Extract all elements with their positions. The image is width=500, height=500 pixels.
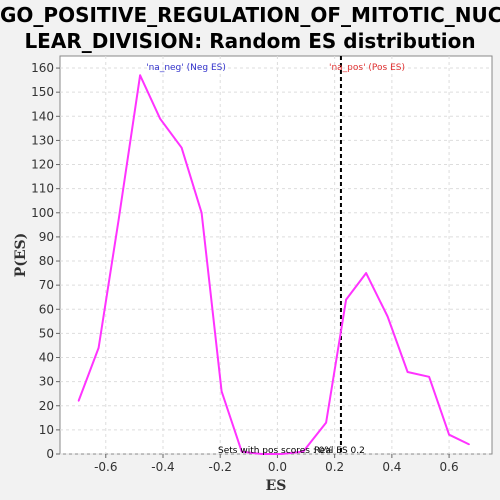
data-point [97,347,100,349]
data-point [220,390,223,393]
data-point [77,400,80,402]
y-tick-label: 40 [39,351,54,365]
x-tick-label: -0.6 [94,460,117,474]
sets-pos-scores-label: Sets with pos scores : 0% [218,446,333,456]
x-axis-title: ES [266,478,287,494]
data-point [468,443,470,446]
chart-title-line1: GO_POSITIVE_REGULATION_OF_MITOTIC_NUC [0,3,500,27]
data-point [345,298,347,301]
y-axis-title: P(ES) [13,233,29,278]
y-tick-label: 150 [31,85,54,99]
data-point [406,371,409,373]
y-tick-label: 70 [39,278,54,292]
es-distribution-line [77,74,470,455]
y-tick-label: 10 [39,423,54,437]
data-point [428,376,430,378]
y-tick-label: 80 [39,254,54,268]
data-point [117,219,120,221]
y-tick-label: 30 [39,375,54,389]
y-tick-label: 140 [31,109,54,123]
y-tick-label: 0 [46,447,54,461]
data-point [240,450,243,453]
data-point [386,315,389,318]
x-tick-label: 0.2 [325,460,344,474]
x-tick-label: 0.4 [382,460,401,474]
y-tick-label: 50 [39,326,54,340]
neg-es-label: 'na_neg' (Neg ES) [146,63,226,73]
x-tick-label: -0.4 [151,460,174,474]
x-tick-label: -0.2 [209,460,232,474]
y-tick-label: 20 [39,399,54,413]
data-point [365,272,367,274]
y-tick-label: 90 [39,230,54,244]
y-tick-label: 120 [31,158,54,172]
x-tick-label: 0.0 [268,460,287,474]
data-point [200,211,203,214]
data-point [448,433,450,436]
data-point [302,450,304,453]
data-point [139,74,141,77]
data-point [159,117,161,120]
real-es-label: Real ES 0.2 [314,446,365,456]
data-point [280,453,283,455]
y-tick-label: 130 [31,133,54,147]
data-point [260,453,263,455]
chart-title-line2: LEAR_DIVISION: Random ES distribution [24,29,476,53]
data-point [325,421,327,424]
y-tick-label: 160 [31,61,54,75]
plot-area [59,55,493,455]
data-point [180,146,183,149]
pos-es-label: 'na_pos' (Pos ES) [329,63,405,73]
y-tick-label: 60 [39,302,54,316]
x-tick-label: 0.6 [440,460,459,474]
y-tick-label: 100 [31,206,54,220]
y-tick-label: 110 [31,182,54,196]
chart-title: GO_POSITIVE_REGULATION_OF_MITOTIC_NUC LE… [0,2,500,54]
